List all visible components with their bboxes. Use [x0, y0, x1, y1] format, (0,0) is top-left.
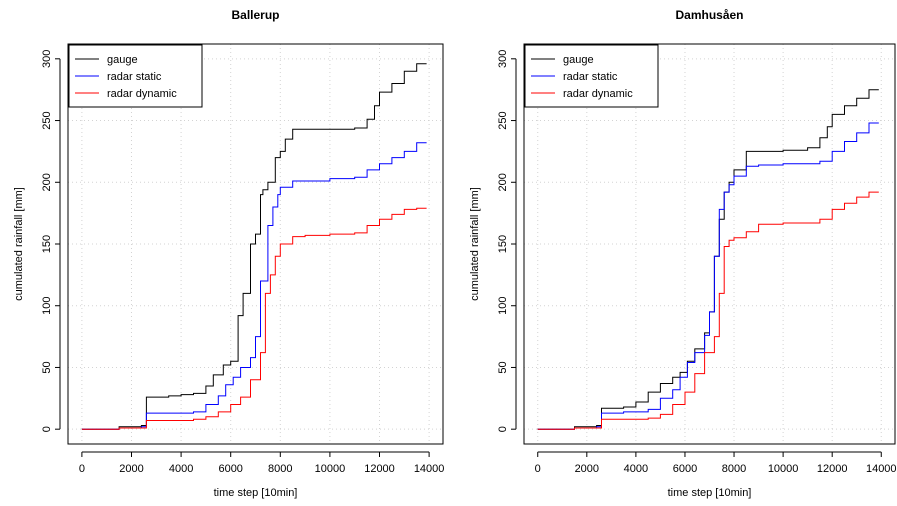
x-tick-label: 2000 — [575, 463, 599, 475]
y-tick-label: 150 — [41, 235, 53, 253]
y-tick-label: 0 — [497, 426, 509, 432]
y-tick-label: 50 — [497, 361, 509, 373]
series-line-radar-static — [81, 142, 427, 430]
plot-frame — [67, 43, 444, 445]
x-tick-label: 0 — [79, 463, 85, 475]
series-line-radar-dynamic — [537, 191, 879, 430]
y-tick-label: 50 — [41, 361, 53, 373]
x-tick-label: 8000 — [268, 463, 292, 475]
y-tick-label: 200 — [497, 173, 509, 191]
chart-title: Damhusåen — [675, 8, 743, 22]
y-tick-label: 100 — [41, 297, 53, 315]
x-tick-label: 4000 — [624, 463, 648, 475]
legend-label: radar static — [107, 71, 162, 83]
chart-panel-2: 0 2000 4000 6000 8000 10000 12000 14000 0 50 100 15… — [469, 8, 897, 499]
y-tick-label: 300 — [497, 50, 509, 68]
legend-label: radar dynamic — [107, 88, 177, 100]
y-tick-label: 300 — [41, 50, 53, 68]
x-tick-label: 14000 — [414, 463, 445, 475]
x-tick-label: 8000 — [722, 463, 746, 475]
y-tick-label: 250 — [497, 111, 509, 129]
series-line-radar-dynamic — [81, 207, 427, 430]
y-axis-label: cumulated rainfall [mm] — [13, 187, 25, 301]
x-tick-label: 4000 — [169, 463, 193, 475]
plot-frame — [523, 43, 896, 445]
series-line-gauge — [537, 89, 879, 430]
chart-panel-1: 0 2000 4000 6000 8000 10000 12000 14000 0 50 100 15… — [13, 8, 444, 499]
y-tick-label: 150 — [497, 235, 509, 253]
chart-title: Ballerup — [231, 8, 279, 22]
x-tick-label: 10000 — [315, 463, 346, 475]
y-axis-label: cumulated rainfall [mm] — [469, 187, 481, 301]
x-axis-label: time step [10min] — [668, 487, 752, 499]
x-tick-label: 12000 — [817, 463, 848, 475]
legend-label: gauge — [107, 54, 138, 66]
x-tick-label: 12000 — [364, 463, 395, 475]
x-tick-label: 10000 — [768, 463, 799, 475]
y-tick-label: 200 — [41, 173, 53, 191]
y-tick-label: 250 — [41, 111, 53, 129]
legend-label: gauge — [563, 54, 594, 66]
x-tick-label: 6000 — [673, 463, 697, 475]
legend-label: radar dynamic — [563, 88, 633, 100]
x-tick-label: 14000 — [866, 463, 897, 475]
series-line-gauge — [81, 63, 427, 430]
series-line-radar-static — [537, 122, 879, 430]
y-tick-label: 100 — [497, 297, 509, 315]
y-tick-label: 0 — [41, 426, 53, 432]
x-tick-label: 6000 — [218, 463, 242, 475]
legend-label: radar static — [563, 71, 618, 83]
x-tick-label: 2000 — [119, 463, 143, 475]
x-axis-label: time step [10min] — [214, 487, 298, 499]
x-tick-label: 0 — [535, 463, 541, 475]
